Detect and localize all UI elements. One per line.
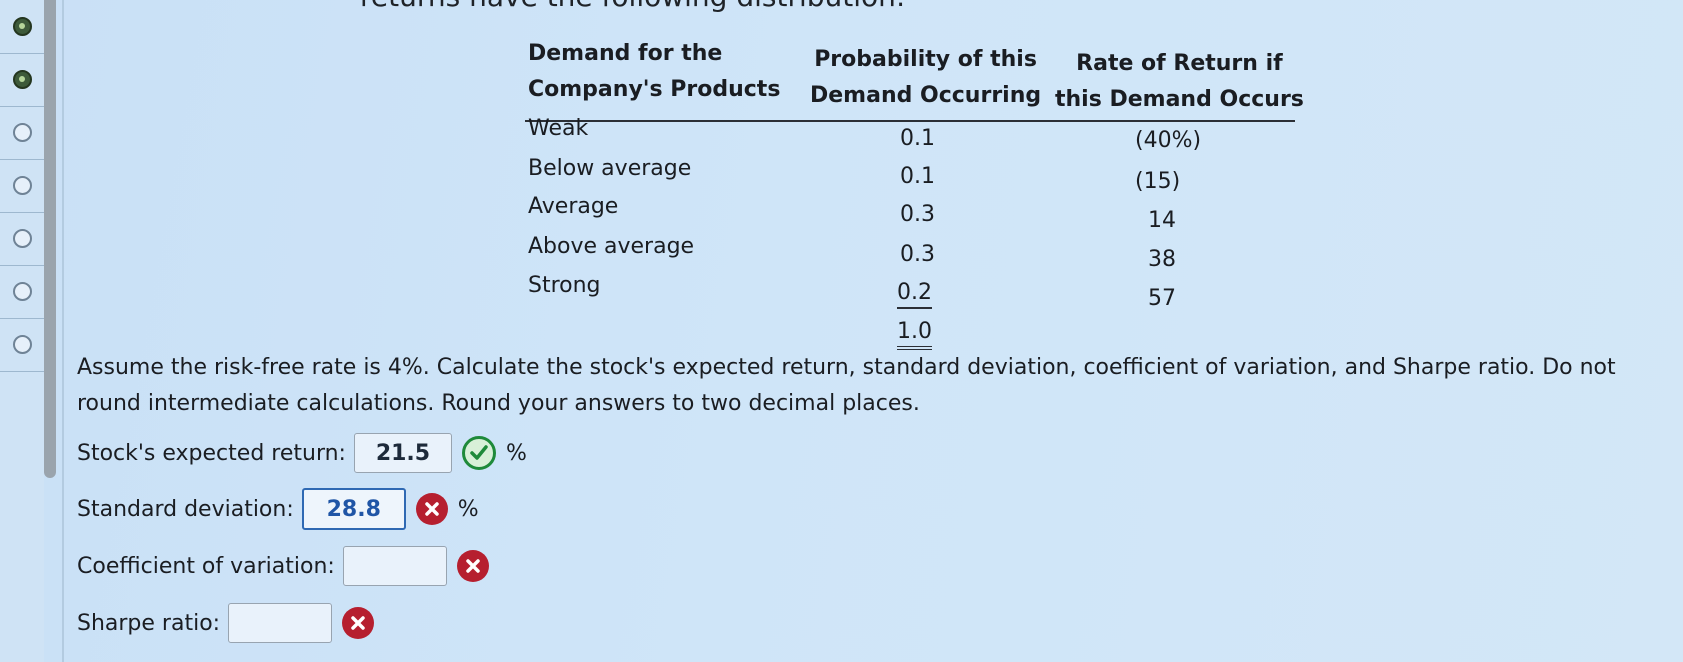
header-return: Rate of Return if this Demand Occurs	[1055, 51, 1304, 112]
demand-cell: Average	[528, 194, 619, 219]
error-x-icon	[456, 550, 489, 582]
error-x-icon	[415, 493, 448, 525]
nav-item-1[interactable]	[0, 0, 44, 54]
nav-item-4[interactable]	[0, 159, 44, 213]
nav-item-6[interactable]	[0, 265, 44, 319]
cv-row: Coefficient of variation:	[77, 546, 489, 586]
radio-icon	[12, 176, 32, 195]
probability-total: 1.0	[897, 319, 932, 350]
expected-return-row: Stock's expected return: 21.5 %	[77, 433, 527, 473]
error-x-icon	[342, 607, 375, 639]
std-dev-input[interactable]: 28.8	[301, 488, 406, 530]
return-cell: (15)	[1135, 169, 1181, 194]
nav-item-2[interactable]	[0, 53, 44, 107]
instructions-text: Assume the risk-free rate is 4%. Calcula…	[77, 355, 1616, 416]
cv-label: Coefficient of variation:	[77, 553, 335, 579]
return-cell: 57	[1148, 286, 1176, 311]
checked-radio-icon	[12, 17, 32, 36]
expected-return-label: Stock's expected return:	[77, 440, 346, 466]
demand-cell: Weak	[528, 116, 589, 141]
demand-cell: Above average	[528, 234, 695, 259]
return-cell: (40%)	[1135, 128, 1202, 153]
probability-cell: 0.1	[900, 164, 935, 189]
radio-icon	[12, 335, 32, 354]
probability-cell: 0.2	[897, 280, 932, 309]
sharpe-row: Sharpe ratio:	[77, 603, 375, 643]
radio-icon	[12, 229, 32, 248]
percent-unit: %	[505, 440, 527, 466]
probability-cell: 0.1	[900, 126, 935, 151]
question-nav	[0, 0, 44, 662]
sharpe-input[interactable]	[228, 603, 333, 643]
probability-cell: 0.3	[900, 202, 935, 227]
return-cell: 38	[1148, 247, 1176, 272]
checkmark-icon	[461, 436, 496, 470]
demand-cell: Strong	[528, 273, 601, 298]
nav-item-7[interactable]	[0, 318, 44, 372]
sharpe-label: Sharpe ratio:	[77, 610, 221, 636]
std-dev-label: Standard deviation:	[77, 496, 294, 522]
header-demand: Demand for the Company's Products	[528, 41, 781, 102]
scrollbar[interactable]	[44, 0, 56, 478]
radio-icon	[12, 123, 32, 142]
demand-cell: Below average	[528, 156, 692, 181]
nav-item-3[interactable]	[0, 106, 44, 160]
probability-cell: 0.3	[900, 242, 935, 267]
std-dev-row: Standard deviation: 28.8 %	[77, 488, 479, 530]
header-probability: Probability of this Demand Occurring	[810, 47, 1042, 108]
nav-item-5[interactable]	[0, 212, 44, 266]
divider	[62, 0, 64, 662]
header-rule	[525, 120, 1295, 122]
clipped-heading: returns have the following distribution:	[360, 0, 905, 13]
return-cell: 14	[1148, 208, 1176, 233]
cv-input[interactable]	[342, 546, 447, 586]
checked-radio-icon	[12, 70, 32, 89]
radio-icon	[12, 282, 32, 301]
expected-return-input[interactable]: 21.5	[353, 433, 452, 473]
percent-unit: %	[457, 496, 479, 522]
